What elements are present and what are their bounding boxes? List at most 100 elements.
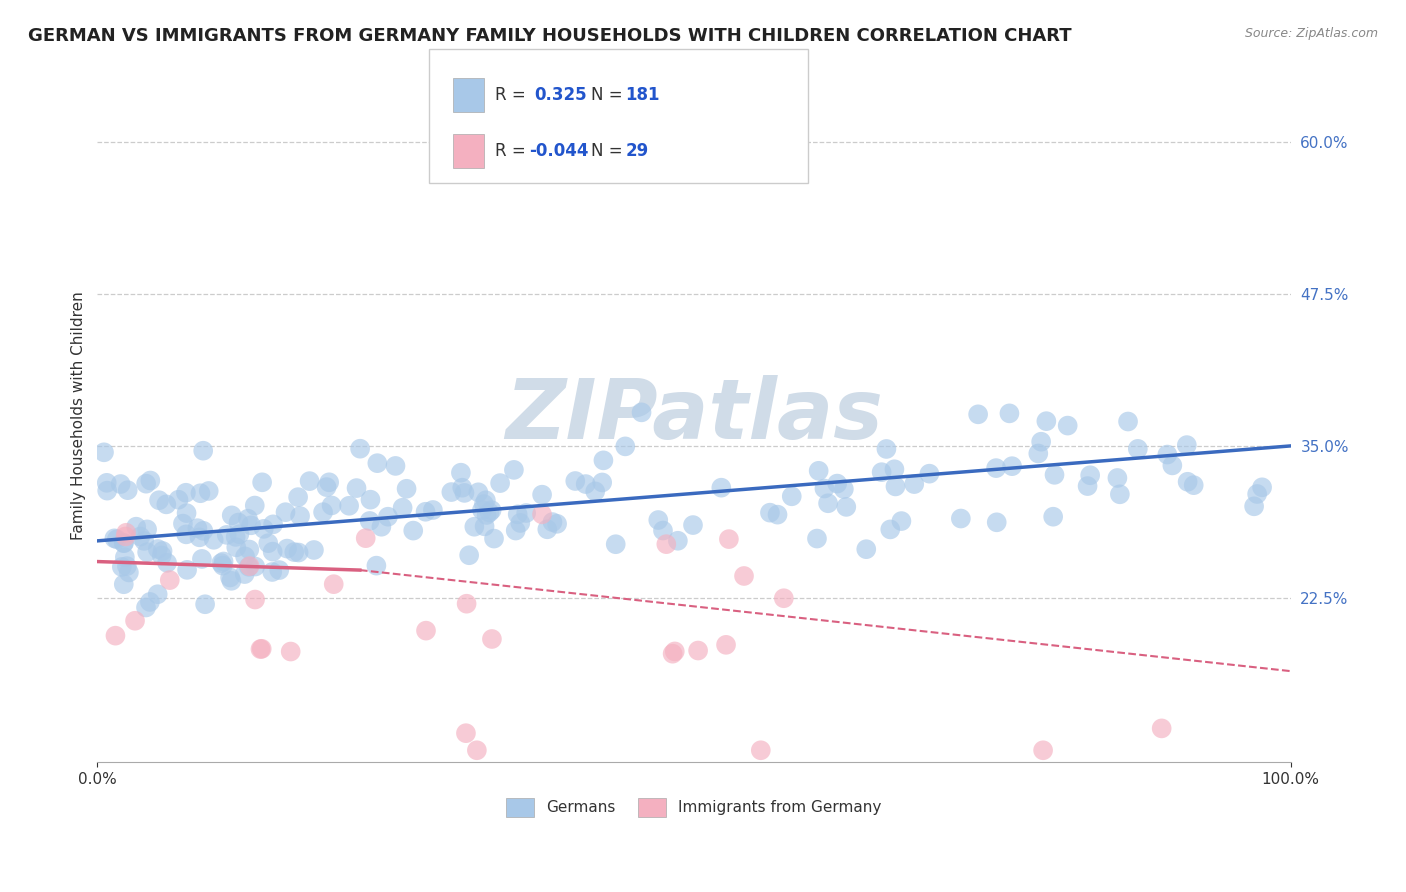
Point	[1150, 722, 1173, 736]
Point	[710, 481, 733, 495]
Point	[112, 536, 135, 550]
Point	[832, 482, 855, 496]
Point	[450, 466, 472, 480]
Point	[114, 529, 136, 543]
Point	[451, 481, 474, 495]
Text: -0.044: -0.044	[529, 142, 588, 160]
Point	[110, 477, 132, 491]
Point	[884, 479, 907, 493]
Point	[245, 559, 267, 574]
Text: N =: N =	[591, 142, 627, 160]
Point	[1043, 467, 1066, 482]
Point	[870, 465, 893, 479]
Point	[807, 464, 830, 478]
Point	[605, 537, 627, 551]
Point	[591, 475, 613, 490]
Point	[212, 554, 235, 568]
Point	[174, 527, 197, 541]
Point	[215, 528, 238, 542]
Point	[806, 532, 828, 546]
Point	[225, 530, 247, 544]
Point	[228, 527, 250, 541]
Point	[879, 523, 901, 537]
Point	[354, 531, 377, 545]
Point	[481, 632, 503, 646]
Point	[453, 486, 475, 500]
Point	[1077, 479, 1099, 493]
Point	[315, 480, 337, 494]
Point	[287, 545, 309, 559]
Point	[949, 511, 972, 525]
Y-axis label: Family Households with Children: Family Households with Children	[72, 291, 86, 540]
Point	[1156, 448, 1178, 462]
Point	[384, 458, 406, 473]
Point	[395, 482, 418, 496]
Point	[377, 509, 399, 524]
Point	[322, 577, 344, 591]
Point	[93, 445, 115, 459]
Point	[1182, 478, 1205, 492]
Point	[614, 439, 637, 453]
Text: N =: N =	[591, 86, 627, 103]
Point	[489, 476, 512, 491]
Point	[458, 548, 481, 562]
Point	[312, 505, 335, 519]
Point	[1126, 442, 1149, 456]
Point	[238, 559, 260, 574]
Point	[174, 485, 197, 500]
Point	[509, 516, 531, 530]
Point	[474, 519, 496, 533]
Point	[114, 550, 136, 565]
Point	[136, 545, 159, 559]
Point	[186, 521, 208, 535]
Point	[467, 485, 489, 500]
Point	[250, 641, 273, 656]
Point	[194, 597, 217, 611]
Point	[262, 544, 284, 558]
Point	[276, 541, 298, 556]
Point	[176, 563, 198, 577]
Point	[274, 505, 297, 519]
Point	[717, 532, 740, 546]
Point	[733, 569, 755, 583]
Point	[515, 506, 537, 520]
Point	[219, 570, 242, 584]
Point	[139, 595, 162, 609]
Point	[664, 644, 686, 658]
Point	[211, 558, 233, 573]
Point	[152, 544, 174, 558]
Point	[302, 543, 325, 558]
Point	[772, 591, 794, 606]
Point	[575, 477, 598, 491]
Point	[124, 614, 146, 628]
Point	[1032, 743, 1054, 757]
Point	[475, 508, 498, 522]
Point	[337, 499, 360, 513]
Point	[825, 476, 848, 491]
Point	[240, 518, 263, 533]
Point	[630, 405, 652, 419]
Point	[749, 743, 772, 757]
Point	[221, 574, 243, 588]
Point	[280, 644, 302, 658]
Point	[125, 519, 148, 533]
Point	[422, 503, 444, 517]
Point	[478, 505, 501, 519]
Point	[465, 743, 488, 757]
Point	[156, 556, 179, 570]
Point	[135, 600, 157, 615]
Point	[360, 492, 382, 507]
Point	[592, 453, 614, 467]
Point	[1246, 487, 1268, 501]
Point	[193, 524, 215, 538]
Point	[262, 565, 284, 579]
Point	[366, 456, 388, 470]
Point	[1056, 418, 1078, 433]
Point	[366, 558, 388, 573]
Point	[233, 549, 256, 564]
Point	[115, 525, 138, 540]
Point	[129, 529, 152, 543]
Point	[117, 483, 139, 498]
Point	[986, 516, 1008, 530]
Point	[780, 489, 803, 503]
